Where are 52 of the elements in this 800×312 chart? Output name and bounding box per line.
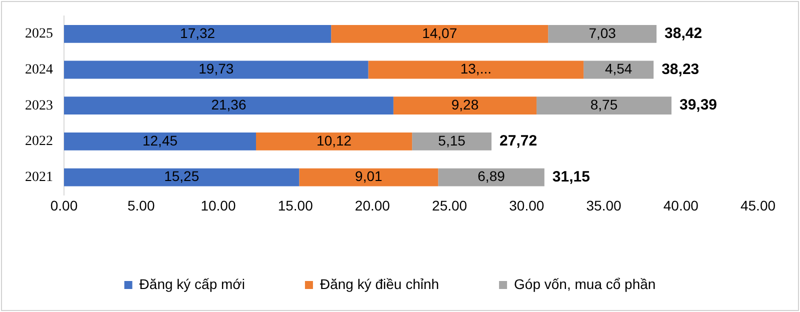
- data-label: 7,03: [588, 24, 616, 41]
- x-tick-label: 35.00: [586, 197, 622, 214]
- bar: [331, 24, 548, 43]
- y-tick-label: 2025: [25, 26, 53, 42]
- bar: [299, 168, 438, 186]
- x-tick-label: 45.00: [740, 197, 776, 214]
- data-label: 19,73: [198, 60, 234, 77]
- bar: [64, 60, 368, 79]
- total-label: 27,72: [500, 132, 538, 150]
- data-label: 9,28: [451, 96, 479, 112]
- x-tick-label: 0.00: [50, 197, 78, 214]
- legend-label: Góp vốn, mua cổ phần: [514, 276, 656, 292]
- bar: [536, 96, 672, 115]
- data-label: 15,25: [164, 168, 200, 184]
- x-tick-label: 40.00: [663, 197, 699, 214]
- bar: [412, 132, 492, 150]
- y-tick-label: 2022: [25, 134, 53, 150]
- x-tick-label: 15.00: [278, 197, 314, 214]
- data-label: 8,75: [590, 96, 618, 112]
- y-tick-label: 2023: [25, 98, 53, 114]
- bar: [368, 60, 584, 79]
- total-label: 38,23: [662, 60, 700, 78]
- bar: [548, 24, 657, 43]
- y-tick-label: 2021: [25, 170, 53, 185]
- data-label: 10,12: [316, 132, 352, 148]
- bar: [393, 96, 537, 115]
- data-label: 12,45: [142, 132, 178, 148]
- x-tick-label: 30.00: [509, 197, 544, 214]
- legend-label: Đăng ký cấp mới: [139, 276, 245, 292]
- x-tick-label: 5.00: [127, 197, 155, 214]
- bar: [64, 96, 394, 115]
- data-label: 5,15: [438, 132, 466, 148]
- data-label: 14,07: [422, 24, 458, 41]
- data-label: 9,01: [355, 168, 383, 184]
- data-label: 6,89: [478, 168, 506, 184]
- total-label: 38,42: [664, 25, 702, 42]
- bar: [64, 132, 256, 150]
- data-label: 4,54: [604, 60, 632, 77]
- bar: [438, 168, 544, 186]
- x-tick-label: 10.00: [200, 197, 236, 214]
- y-tick-label: 2024: [25, 62, 53, 78]
- total-label: 31,15: [552, 168, 590, 186]
- bar: [64, 24, 332, 43]
- data-label: 17,32: [180, 24, 216, 41]
- bar: [64, 168, 300, 186]
- total-label: 39,39: [679, 96, 718, 114]
- data-label: 13,...: [460, 60, 492, 77]
- bar: [256, 132, 412, 150]
- legend-label: Đăng ký điều chỉnh: [320, 276, 440, 292]
- x-tick-label: 25.00: [432, 197, 468, 214]
- data-label: 21,36: [211, 96, 246, 112]
- x-tick-label: 20.00: [354, 197, 390, 214]
